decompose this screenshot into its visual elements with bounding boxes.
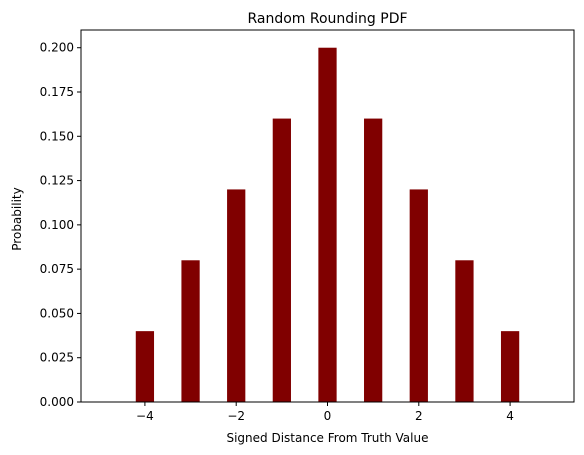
y-tick-label: 0.025 bbox=[40, 351, 74, 365]
x-axis-label: Signed Distance From Truth Value bbox=[226, 431, 428, 445]
bar bbox=[500, 331, 520, 402]
x-axis: −4 −2 0 2 4 bbox=[136, 402, 514, 423]
chart-title: Random Rounding PDF bbox=[247, 11, 407, 27]
bar bbox=[135, 331, 155, 402]
y-axis-label: Probability bbox=[10, 187, 24, 250]
x-tick-label: −2 bbox=[227, 409, 245, 423]
x-tick-label: 0 bbox=[324, 409, 332, 423]
bar bbox=[181, 260, 200, 402]
bar bbox=[318, 47, 337, 402]
y-tick-label: 0.075 bbox=[40, 262, 74, 276]
bar bbox=[272, 118, 291, 403]
y-tick-label: 0.150 bbox=[40, 129, 74, 143]
y-axis: 0.000 0.025 0.050 0.075 0.100 0.125 0.150 0.175… bbox=[40, 41, 81, 409]
bars bbox=[135, 47, 520, 403]
y-tick-label: 0.000 bbox=[40, 395, 74, 409]
y-tick-label: 0.175 bbox=[40, 85, 74, 99]
x-tick-label: 4 bbox=[506, 409, 514, 423]
bar bbox=[227, 189, 246, 402]
plot-area bbox=[80, 29, 575, 403]
y-tick-label: 0.050 bbox=[40, 306, 74, 320]
y-tick-label: 0.200 bbox=[40, 41, 74, 55]
x-tick-label: 2 bbox=[415, 409, 423, 423]
y-tick-label: 0.125 bbox=[40, 174, 74, 188]
x-tick-label: −4 bbox=[136, 409, 154, 423]
bar bbox=[364, 118, 383, 403]
bar bbox=[409, 189, 428, 402]
bar bbox=[455, 260, 474, 402]
y-tick-label: 0.100 bbox=[40, 218, 74, 232]
